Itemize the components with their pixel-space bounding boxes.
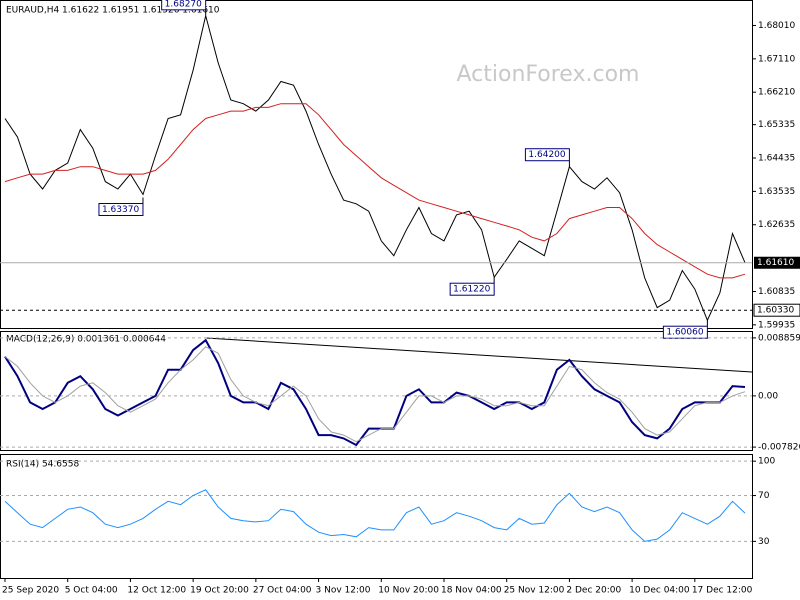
y-tick-label: 30 — [758, 537, 770, 547]
y-tick-label: 1.64435 — [758, 154, 795, 164]
annotation-box — [98, 202, 144, 216]
macd-title: MACD(12,26,9) 0.001361 0.000644 — [6, 335, 166, 345]
y-tick-label: -0.007826 — [758, 443, 800, 453]
annotation-label: 1.60060 — [666, 328, 703, 338]
y-tick-label: 1.67110 — [758, 54, 795, 64]
trend-line — [205, 337, 753, 373]
price-panel — [0, 0, 753, 329]
annotation-label: 1.63370 — [102, 205, 139, 215]
y-tick-label: 1.65335 — [758, 120, 795, 130]
y-tick-label: 1.68010 — [758, 21, 795, 31]
annotation-box — [449, 282, 495, 296]
y-tick-label: 1.66210 — [758, 88, 795, 98]
y-tick-label: 100 — [758, 457, 775, 467]
x-tick-label: 2 Dec 20:00 — [566, 586, 621, 596]
x-tick-label: 25 Sep 2020 — [2, 586, 59, 596]
x-tick-label: 27 Oct 04:00 — [253, 586, 312, 596]
series-line — [4, 15, 746, 322]
annotation-label: 1.64200 — [528, 150, 565, 160]
y-tick-label: 70 — [758, 491, 770, 501]
x-tick-label: 18 Nov 04:00 — [441, 586, 502, 596]
macd-panel — [0, 331, 753, 451]
annotation-box — [524, 148, 570, 162]
rsi-title: RSI(14) 54.6558 — [6, 460, 79, 470]
current-price-box — [754, 256, 800, 269]
current-price-label: 1.61610 — [757, 258, 794, 268]
y-tick-label: 1.63535 — [758, 187, 795, 197]
series-line — [4, 103, 746, 279]
annotation-label: 1.61220 — [453, 285, 490, 295]
x-tick-label: 3 Nov 12:00 — [316, 586, 371, 596]
x-tick-label: 5 Oct 04:00 — [65, 586, 118, 596]
x-tick-label: 25 Nov 12:00 — [504, 586, 565, 596]
level-box — [753, 303, 800, 317]
annotation-label: 1.68270 — [165, 0, 202, 9]
series-line — [4, 338, 746, 447]
x-tick-label: 10 Nov 20:00 — [378, 586, 439, 596]
series-line — [4, 489, 746, 542]
rsi-panel — [0, 454, 753, 579]
x-tick-label: 19 Oct 20:00 — [190, 586, 249, 596]
y-tick-label: 0.00 — [758, 391, 778, 401]
x-tick-label: 10 Dec 04:00 — [629, 586, 690, 596]
y-tick-label: 0.008859 — [758, 333, 800, 343]
x-tick-label: 17 Dec 12:00 — [692, 586, 753, 596]
y-tick-label: 1.62635 — [758, 220, 795, 230]
price-title: EURAUD,H4 1.61622 1.61951 1.61526 1.6161… — [6, 6, 220, 16]
level-label: 1.60330 — [757, 306, 794, 316]
annotation-box — [161, 0, 207, 11]
y-tick-label: 1.60835 — [758, 287, 795, 297]
watermark: ActionForex.com — [457, 62, 640, 87]
x-tick-label: 12 Oct 12:00 — [127, 586, 186, 596]
y-tick-label: 1.59935 — [758, 320, 795, 330]
series-line — [4, 346, 746, 443]
